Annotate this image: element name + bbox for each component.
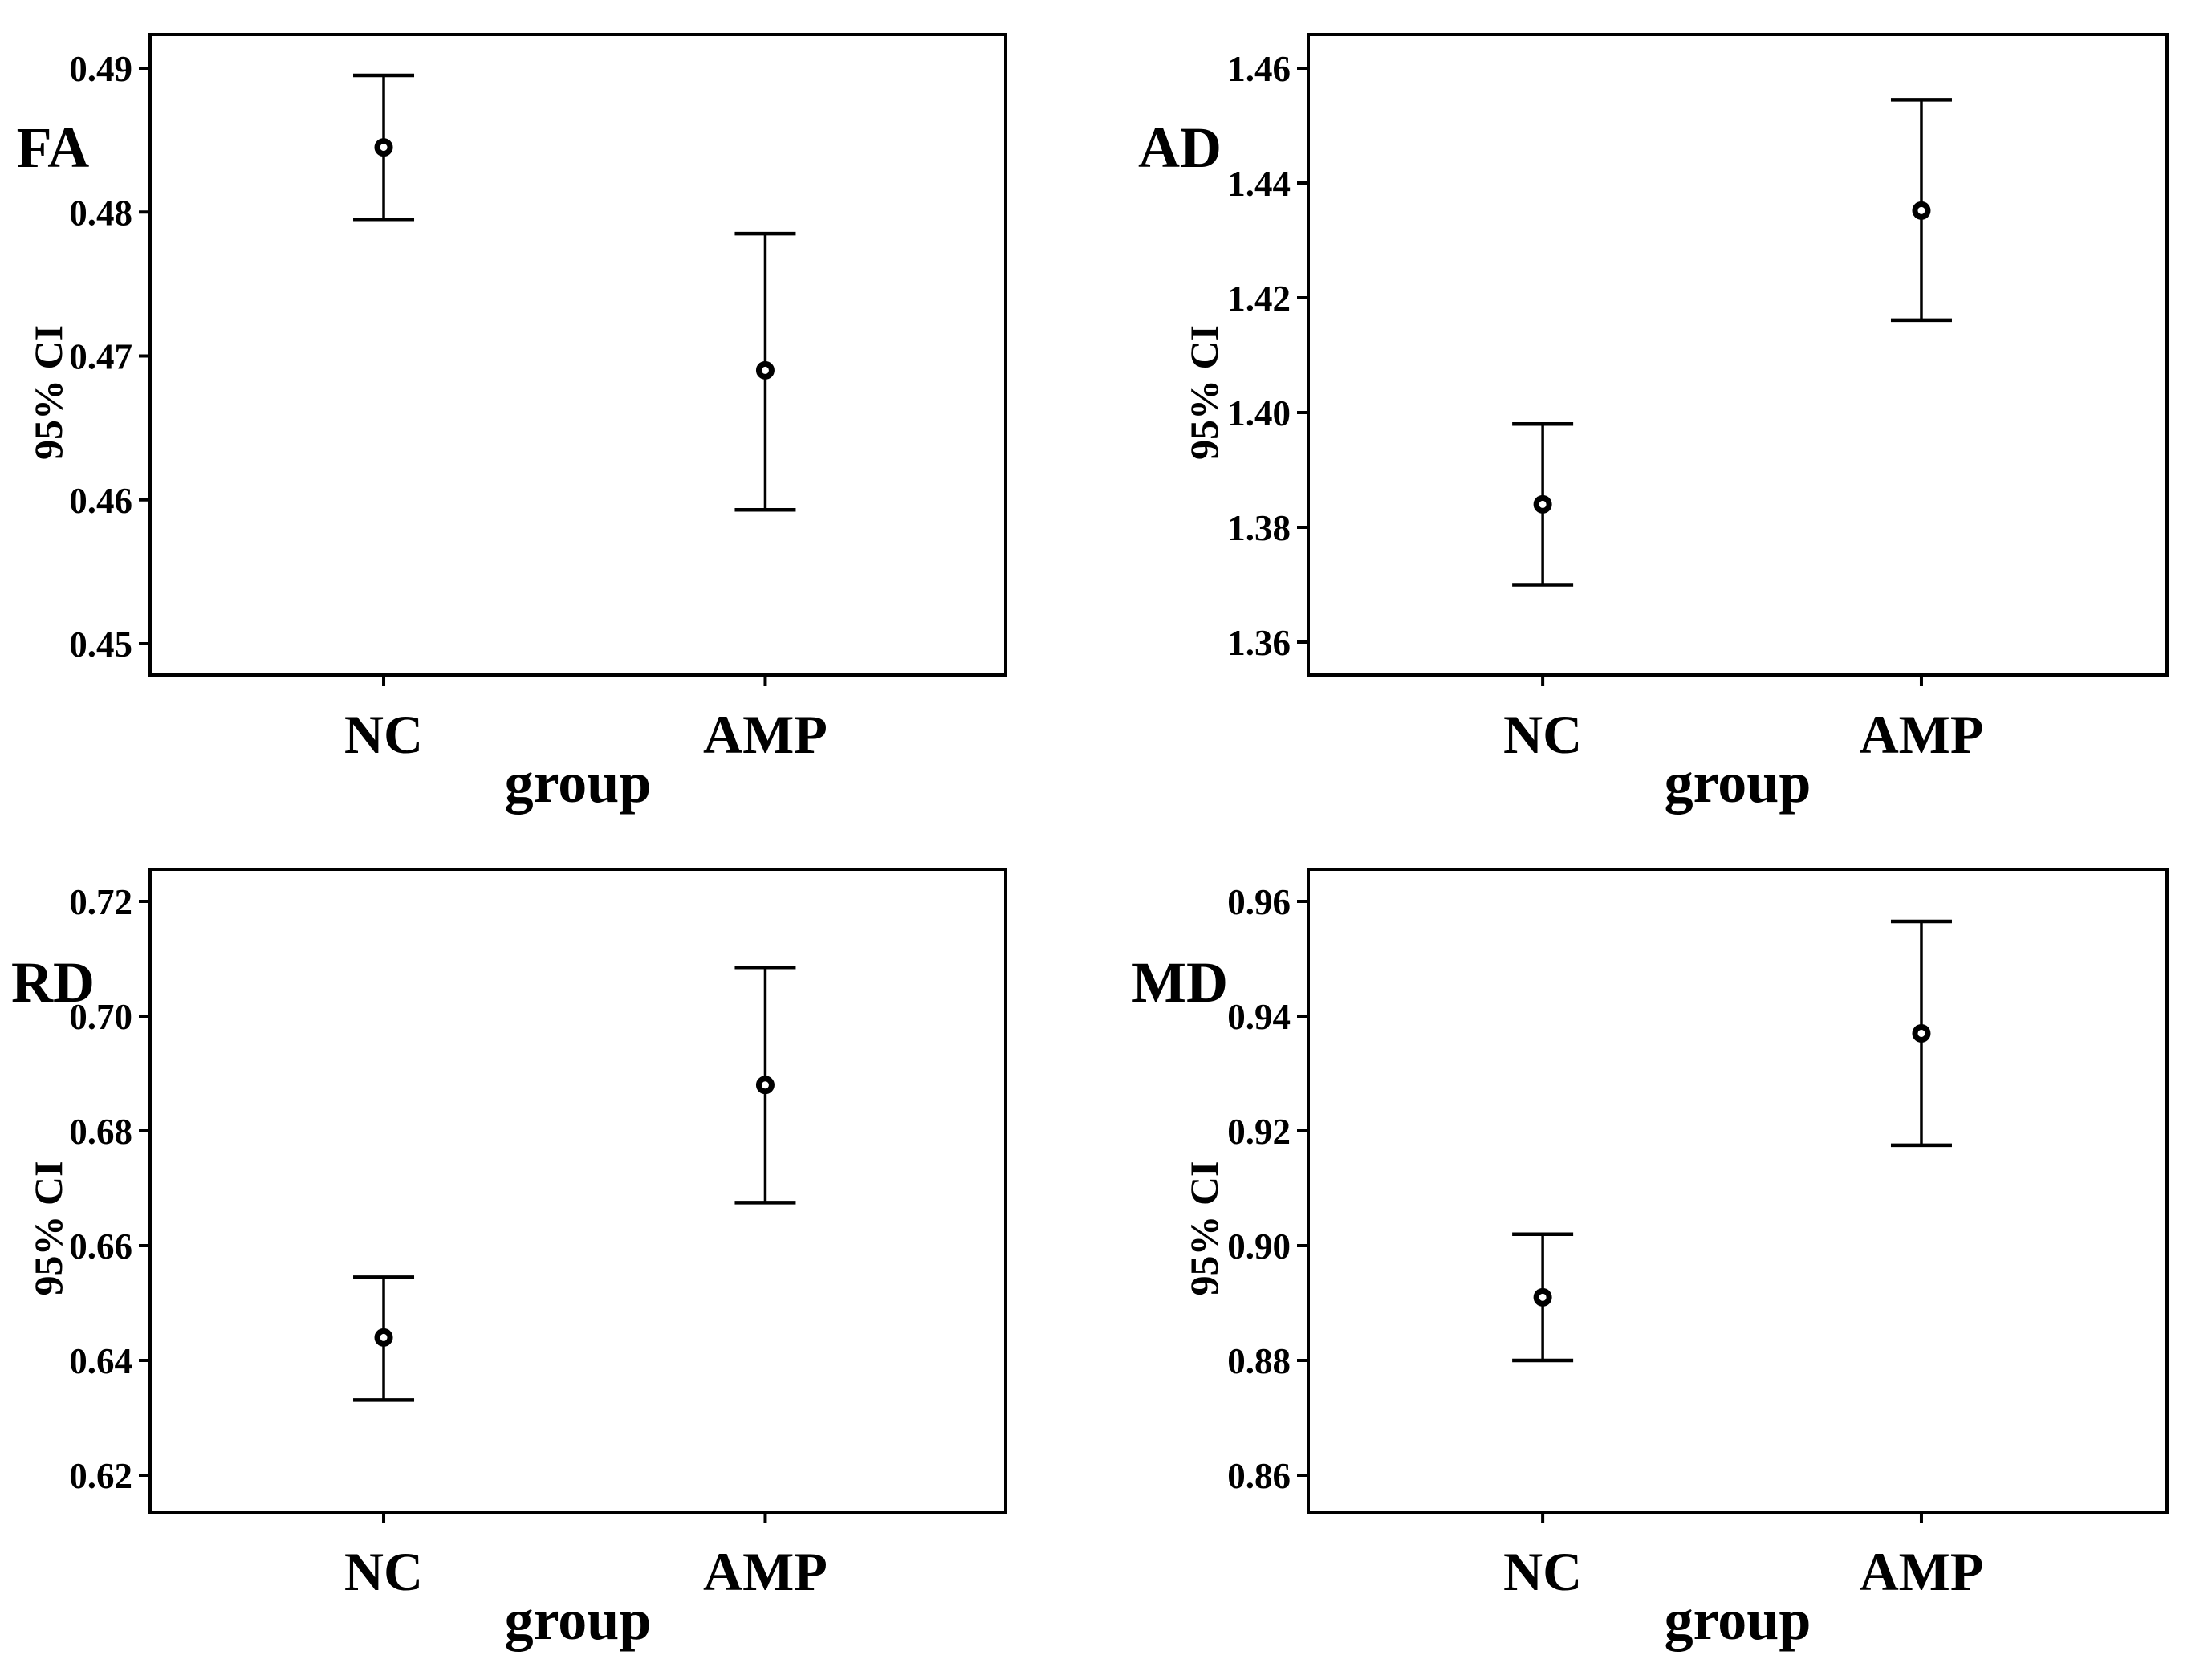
mean-marker bbox=[1533, 1287, 1552, 1307]
y-tick-label: 1.38 bbox=[1227, 508, 1291, 548]
mean-marker bbox=[1533, 494, 1552, 514]
x-category-label: AMP bbox=[703, 1541, 827, 1602]
y-tick-label: 1.40 bbox=[1227, 393, 1291, 433]
x-axis-title: group bbox=[1665, 1588, 1811, 1652]
x-axis-title: group bbox=[505, 750, 652, 815]
y-tick-label: 0.48 bbox=[69, 193, 132, 233]
y-tick-label: 0.47 bbox=[69, 337, 132, 377]
y-axis-title: 95% CI bbox=[1181, 325, 1226, 460]
y-tick-label: 0.49 bbox=[69, 49, 132, 89]
panel-label: RD bbox=[11, 950, 95, 1015]
y-axis-title: 95% CI bbox=[26, 325, 71, 460]
y-tick-label: 1.42 bbox=[1227, 279, 1291, 319]
mean-marker bbox=[374, 138, 393, 157]
panel-md: 0.96 0.94 0.92 0.90 0.88 0.86 NC AMP MD 95% CI gro… bbox=[1106, 828, 2212, 1655]
x-category-label: AMP bbox=[1860, 1541, 1984, 1602]
panel-label: MD bbox=[1132, 950, 1228, 1015]
y-axis-title: 95% CI bbox=[1181, 1161, 1226, 1295]
x-category-label: AMP bbox=[1860, 704, 1984, 765]
y-tick-label: 0.68 bbox=[69, 1112, 132, 1152]
y-tick-label: 0.66 bbox=[69, 1226, 132, 1267]
y-tick-label: 0.46 bbox=[69, 481, 132, 521]
plot-frame bbox=[1307, 868, 2169, 1514]
y-tick-label: 0.45 bbox=[69, 624, 132, 665]
mean-marker bbox=[755, 360, 775, 380]
x-category-label: NC bbox=[344, 1541, 423, 1602]
y-tick-label: 0.86 bbox=[1227, 1456, 1291, 1496]
chart-md: 0.96 0.94 0.92 0.90 0.88 0.86 NC AMP MD 95% CI gro… bbox=[1132, 868, 2169, 1652]
x-axis-title: group bbox=[505, 1588, 652, 1652]
y-tick-label: 0.72 bbox=[69, 882, 132, 922]
chart-ad: 1.46 1.44 1.42 1.40 1.38 1.36 NC AMP AD 95% CI gro… bbox=[1138, 33, 2169, 815]
y-tick-label: 1.44 bbox=[1227, 164, 1291, 204]
mean-marker bbox=[1912, 201, 1931, 220]
y-axis-title: 95% CI bbox=[26, 1161, 71, 1295]
mean-marker bbox=[1912, 1023, 1931, 1043]
y-tick-label: 0.90 bbox=[1227, 1226, 1291, 1267]
mean-marker bbox=[755, 1076, 775, 1095]
y-tick-label: 0.94 bbox=[1227, 997, 1291, 1037]
x-category-label: NC bbox=[1503, 1541, 1582, 1602]
y-tick-label: 0.64 bbox=[69, 1341, 132, 1381]
mean-marker bbox=[374, 1328, 393, 1347]
x-axis-title: group bbox=[1665, 750, 1811, 815]
panel-label: AD bbox=[1138, 116, 1222, 180]
plot-frame bbox=[1307, 33, 2169, 677]
y-tick-label: 0.92 bbox=[1227, 1112, 1291, 1152]
x-category-label: NC bbox=[344, 704, 423, 765]
panel-rd: 0.72 0.70 0.68 0.66 0.64 0.62 NC AMP RD 95% CI gro… bbox=[0, 828, 1106, 1655]
panel-fa: 0.49 0.48 0.47 0.46 0.45 NC AMP FA 95% CI group bbox=[0, 0, 1106, 828]
panel-ad: 1.46 1.44 1.42 1.40 1.38 1.36 NC AMP AD 95% CI gro… bbox=[1106, 0, 2212, 828]
x-category-label: NC bbox=[1503, 704, 1582, 765]
plot-frame bbox=[148, 33, 1007, 677]
y-tick-label: 1.36 bbox=[1227, 623, 1291, 663]
plot-frame bbox=[148, 868, 1007, 1514]
y-tick-label: 0.62 bbox=[69, 1456, 132, 1496]
x-category-label: AMP bbox=[703, 704, 827, 765]
chart-rd: 0.72 0.70 0.68 0.66 0.64 0.62 NC AMP RD 95% CI gro… bbox=[11, 868, 1007, 1652]
y-tick-label: 0.96 bbox=[1227, 882, 1291, 922]
y-tick-label: 1.46 bbox=[1227, 49, 1291, 89]
panel-label: FA bbox=[17, 116, 90, 180]
y-tick-label: 0.70 bbox=[69, 997, 132, 1037]
y-tick-label: 0.88 bbox=[1227, 1341, 1291, 1381]
chart-fa: 0.49 0.48 0.47 0.46 0.45 NC AMP FA 95% CI group bbox=[17, 33, 1007, 815]
